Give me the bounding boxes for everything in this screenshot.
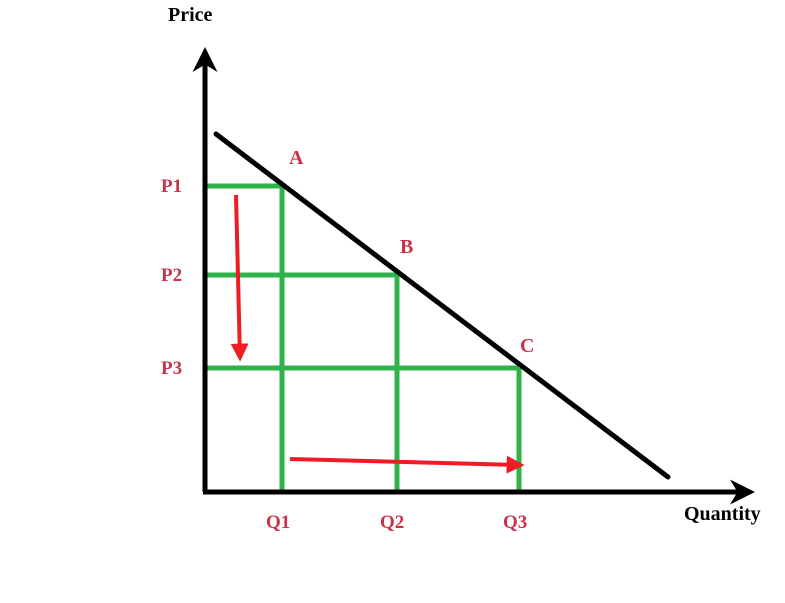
y-axis-title: Price	[168, 4, 213, 26]
price-label-p1: P1	[161, 176, 182, 197]
x-axis-title: Quantity	[684, 503, 761, 525]
guide-lines	[205, 183, 522, 492]
point-label-b: B	[400, 236, 413, 258]
quantity-label-q3: Q3	[503, 512, 527, 533]
quantity-label-q1: Q1	[266, 512, 290, 533]
price-label-p3: P3	[161, 358, 182, 379]
price-label-p2: P2	[161, 265, 182, 286]
quantity-label-q2: Q2	[380, 512, 404, 533]
demand-line	[213, 131, 671, 480]
point-label-c: C	[520, 335, 534, 357]
quantity-increase-arrow	[289, 455, 525, 474]
point-label-a: A	[289, 147, 304, 169]
price-decrease-arrow	[230, 194, 249, 362]
